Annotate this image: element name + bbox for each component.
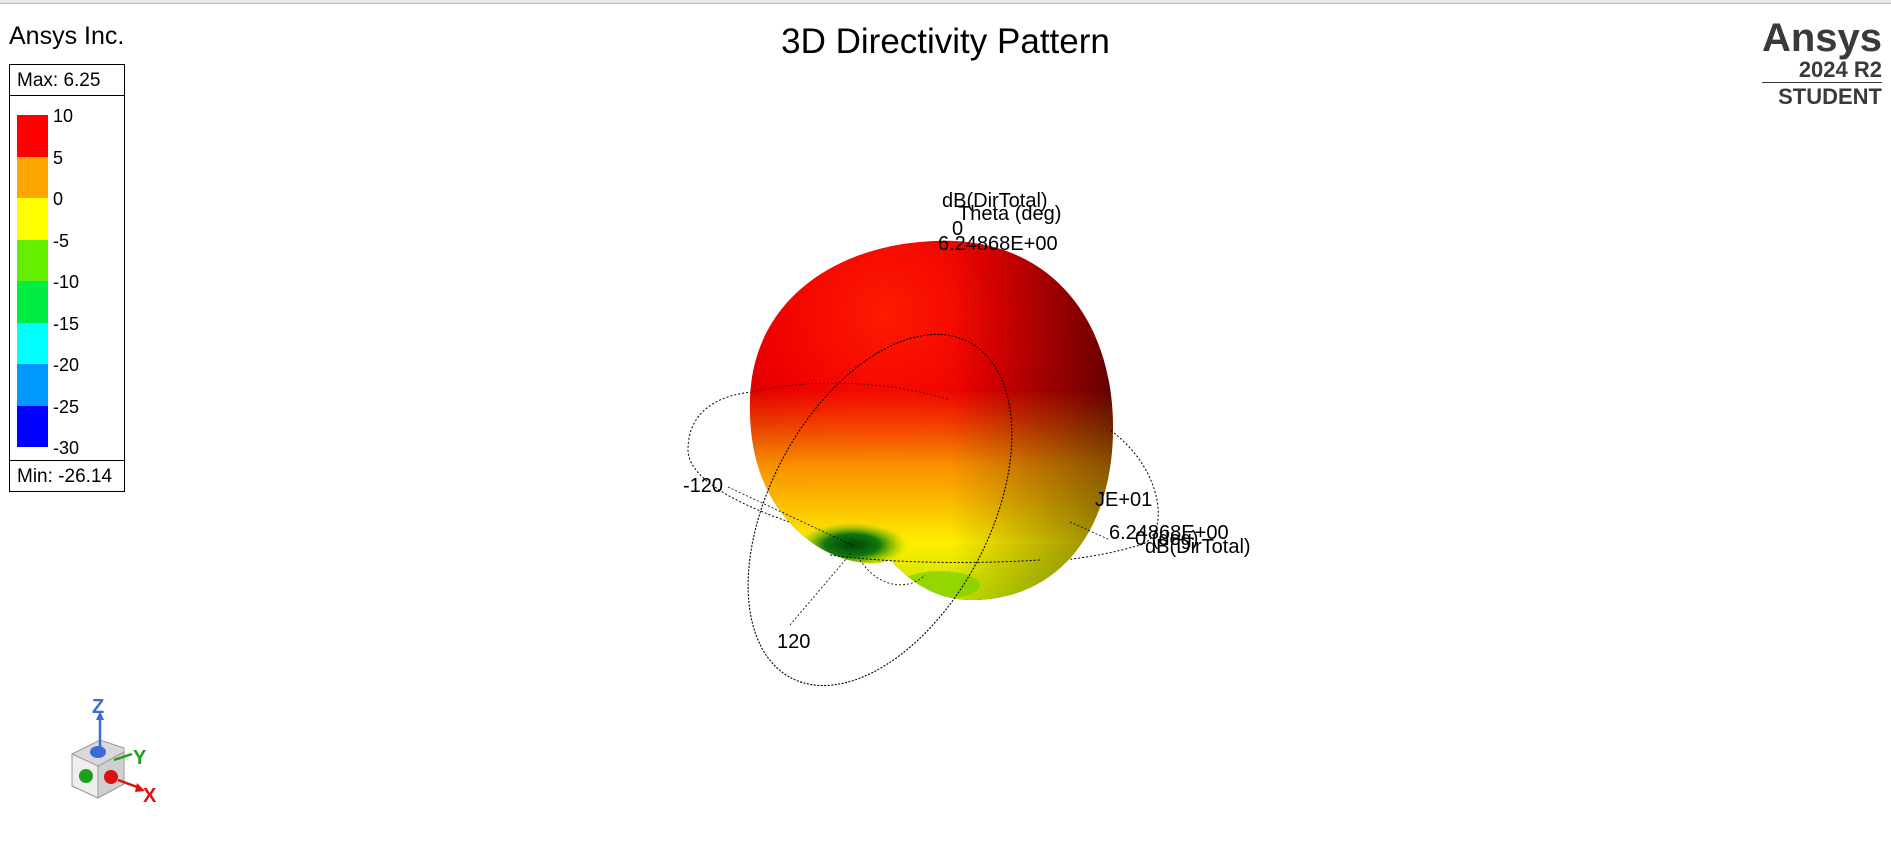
- ring-right-label: JE+01: [1095, 489, 1152, 511]
- radiation-lobe: [749, 240, 1114, 601]
- brand-version: 2024 R2: [1761, 58, 1882, 83]
- brand-name: Ansys: [1761, 16, 1882, 60]
- x-axis-label: X: [143, 785, 157, 807]
- y-axis-label: Y: [133, 747, 147, 769]
- legend-swatch: [17, 281, 48, 323]
- legend-tick-label: -15: [53, 313, 80, 334]
- right-phi-label: 0 (deg): [1135, 528, 1198, 550]
- guide-line-left: [727, 486, 853, 546]
- legend-swatch: [17, 405, 48, 447]
- ansys-brand-logo: Ansys 2024 R2 STUDENT: [1761, 16, 1882, 111]
- ring-bottom-label: 120: [777, 631, 810, 653]
- legend-min: Min: -26.14: [10, 460, 124, 491]
- legend-tick-label: 5: [53, 147, 64, 168]
- plot-title: 3D Directivity Pattern: [0, 22, 1891, 62]
- legend-swatch: [17, 115, 48, 157]
- z-axis-dot-icon: [90, 746, 106, 758]
- plot-title-text: 3D Directivity Pattern: [781, 22, 1110, 61]
- legend-tick-label: -5: [53, 230, 70, 251]
- legend-tick-label: -10: [53, 272, 80, 292]
- ring-left-label: -120: [683, 475, 723, 497]
- legend-swatch: [17, 322, 48, 364]
- phi-ring-front-right: [1109, 429, 1159, 546]
- legend-tick-label: -20: [53, 355, 80, 375]
- theta-zero-label: 0: [952, 218, 963, 240]
- phi-ring-front: [829, 554, 1041, 563]
- y-axis-arrow-icon: [113, 752, 133, 762]
- company-name: Ansys Inc.: [9, 22, 125, 50]
- x-axis-dot-icon: [104, 770, 118, 784]
- top-border: [0, 0, 1891, 4]
- axis-triad[interactable]: Z Y X: [71, 696, 157, 807]
- legend-tick-label: 0: [53, 189, 64, 209]
- color-legend: Max: 6.25 10 5 0 -5 -10 -15 -20 -25 -30 Min: -26…: [9, 64, 125, 492]
- theta-axis-label: Theta (deg): [958, 203, 1061, 225]
- legend-swatch: [17, 198, 48, 240]
- legend-tick-label: -30: [53, 438, 80, 458]
- legend-swatch: [17, 156, 48, 198]
- top-value-label: 6.24868E+00: [938, 233, 1058, 255]
- y-axis-dot-icon: [79, 769, 93, 783]
- legend-swatches: [17, 115, 48, 447]
- right-quantity-label: dB(DirTotal): [1145, 536, 1251, 558]
- brand-edition: STUDENT: [1778, 84, 1882, 109]
- guide-line-bottom: [789, 551, 853, 626]
- guide-line-right: [1069, 521, 1111, 541]
- right-value-label: 6.24868E+00: [1109, 522, 1229, 544]
- theta-ring: [747, 333, 1013, 687]
- z-axis-label: Z: [92, 696, 104, 718]
- legend-max: Max: 6.25: [10, 65, 124, 96]
- legend-tick-label: -25: [53, 396, 80, 417]
- legend-swatch: [17, 364, 48, 406]
- phi-ring-upper: [751, 382, 951, 401]
- top-quantity-label: dB(DirTotal): [942, 190, 1048, 212]
- legend-swatch: [17, 239, 48, 281]
- legend-tick-label: 10: [53, 106, 74, 126]
